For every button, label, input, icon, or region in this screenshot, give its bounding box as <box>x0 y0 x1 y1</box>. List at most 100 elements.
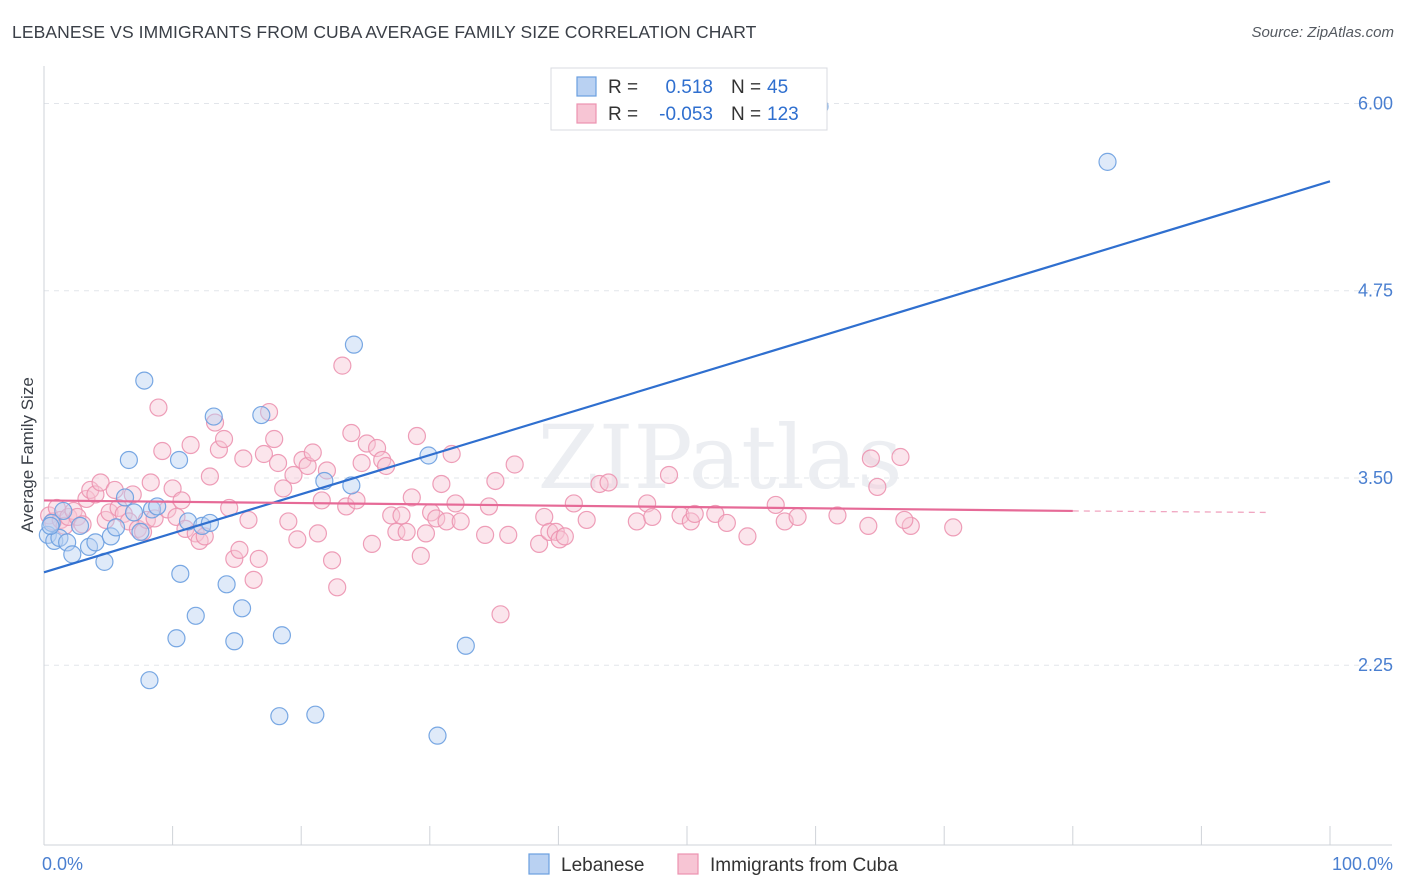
cuba-point <box>479 497 499 516</box>
cuba-point <box>590 474 609 494</box>
lebanese-point <box>101 527 120 546</box>
cuba-point <box>382 506 401 525</box>
y-tick-label: 2.25 <box>1358 655 1393 675</box>
cuba-point <box>475 525 495 544</box>
lebanese-point <box>428 726 447 745</box>
cuba-point <box>234 449 253 468</box>
legend-series-swatch <box>677 853 699 875</box>
cuba-point <box>738 527 757 546</box>
cuba-point <box>451 512 470 531</box>
cuba-point <box>550 530 569 549</box>
cuba-point <box>564 494 583 513</box>
cuba-point <box>861 449 880 468</box>
legend-n-value: 45 <box>767 77 788 98</box>
cuba-point <box>312 491 331 510</box>
cuba-point <box>486 471 505 491</box>
cuba-point <box>402 488 421 507</box>
cuba-point <box>172 491 191 510</box>
cuba-point <box>230 540 249 559</box>
cuba-point <box>530 534 549 553</box>
cuba-point <box>149 398 168 417</box>
y-tick-label: 4.75 <box>1358 281 1393 301</box>
cuba-point <box>659 465 679 485</box>
cuba-point <box>717 513 736 533</box>
cuba-point <box>293 450 312 470</box>
lebanese-point <box>167 629 186 648</box>
cuba-point <box>205 413 225 432</box>
trend-lines <box>43 180 1331 574</box>
cuba-point <box>895 510 914 530</box>
cuba-point <box>308 524 328 543</box>
cuba-point <box>268 453 288 473</box>
cuba-point <box>891 447 910 467</box>
cuba-point <box>100 503 119 522</box>
lebanese-point <box>225 632 244 651</box>
cuba-point <box>265 429 284 449</box>
cuba-point <box>288 530 307 549</box>
cuba-point <box>77 489 96 509</box>
cuba-point <box>432 474 451 494</box>
cuba-point <box>505 455 524 474</box>
lebanese-point <box>178 512 198 531</box>
cuba-point <box>859 516 878 536</box>
cuba-point <box>86 485 105 504</box>
cuba-point <box>357 434 376 453</box>
lebanese-point <box>124 503 144 522</box>
cuba-point <box>91 473 110 492</box>
legend-series-label: Immigrants from Cuba <box>710 855 898 876</box>
cuba-point <box>239 510 258 530</box>
cuba-point <box>411 546 430 565</box>
y-tick-label: 3.50 <box>1358 468 1393 488</box>
cuba-point <box>337 497 356 516</box>
cuba-point <box>499 525 518 544</box>
cuba-point <box>766 495 785 515</box>
cuba-point <box>427 509 446 528</box>
cuba-point <box>322 551 342 570</box>
points <box>38 97 1117 745</box>
cuba-point <box>387 522 406 542</box>
cuba-point <box>868 477 887 497</box>
cuba-point <box>225 549 244 568</box>
cuba-point <box>446 494 465 513</box>
lebanese-point <box>70 516 90 536</box>
legend-series-label: Lebanese <box>561 855 644 876</box>
lebanese-point <box>41 516 60 536</box>
lebanese-point <box>119 450 138 470</box>
chart-title: LEBANESE VS IMMIGRANTS FROM CUBA AVERAGE… <box>12 22 757 42</box>
lebanese-point <box>270 707 289 726</box>
lebanese-point <box>1098 152 1117 171</box>
cuba-point <box>249 549 268 568</box>
cuba-trend-extension <box>1072 510 1266 514</box>
cuba-point <box>944 518 963 537</box>
legend-swatch <box>576 76 597 97</box>
x-tick-label: 100.0% <box>1332 854 1393 874</box>
lebanese-point <box>58 533 77 552</box>
cuba-point <box>209 440 228 459</box>
lebanese-point <box>169 450 189 470</box>
cuba-point <box>195 527 214 546</box>
lebanese-point <box>86 533 105 552</box>
cuba-point <box>643 507 662 527</box>
cuba-point <box>328 578 347 597</box>
legend-stats: R = 0.518 N = 45 R = -0.053 N = 123 <box>550 67 828 131</box>
cuba-point <box>555 527 574 546</box>
legend-r-label: R = <box>608 77 638 98</box>
cuba-point <box>416 524 436 543</box>
lebanese-point <box>344 335 364 354</box>
lebanese-point <box>186 606 205 625</box>
cuba-point <box>367 438 387 458</box>
legend-n-label: N = <box>731 104 761 125</box>
axes: 6.00 4.75 3.50 2.25 0.0% 100.0% <box>42 66 1393 874</box>
legend-r-label: R = <box>608 104 638 125</box>
legend-swatch <box>576 103 597 124</box>
cuba-trend-line <box>43 499 1073 513</box>
legend-r-value: -0.053 <box>659 104 713 125</box>
x-tick-label: 0.0% <box>42 854 83 874</box>
cuba-point <box>577 510 596 530</box>
lebanese-point <box>106 518 126 537</box>
cuba-point <box>274 479 293 498</box>
cuba-point <box>333 356 352 375</box>
cuba-point <box>105 480 124 500</box>
lebanese-point <box>63 545 82 564</box>
